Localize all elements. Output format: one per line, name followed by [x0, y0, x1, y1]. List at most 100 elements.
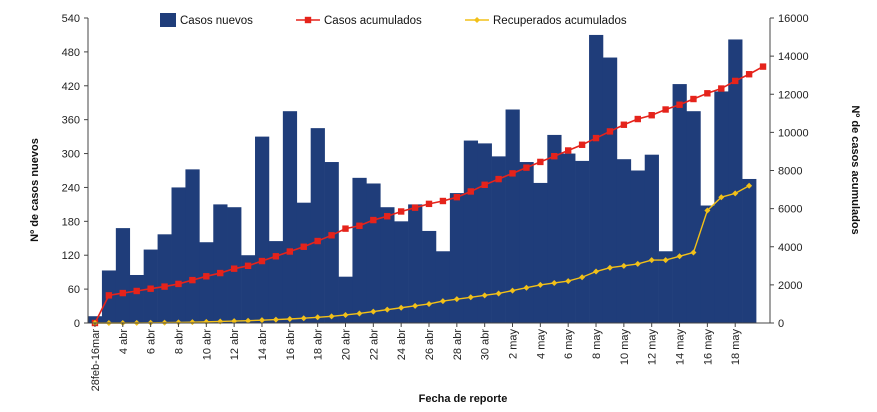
bar-37 [602, 57, 618, 323]
y-left-tick-0: 0 [74, 318, 80, 330]
point-s0-33 [551, 153, 558, 160]
point-s0-6 [175, 280, 182, 288]
bar-47 [742, 178, 757, 323]
x-tick-20: 12 may [647, 329, 659, 366]
point-s1-19 [356, 310, 363, 317]
x-tick-9: 20 abr [340, 329, 352, 361]
bar-32 [533, 182, 548, 323]
x-tick-16: 4 may [535, 329, 547, 359]
point-s1-16 [314, 314, 321, 321]
point-s1-11 [245, 317, 252, 324]
bar-27 [463, 140, 479, 323]
point-s1-28 [481, 292, 488, 299]
point-s0-5 [161, 283, 168, 290]
point-s1-40 [648, 257, 655, 264]
y-left-tick-1: 60 [68, 284, 80, 296]
bar-34 [561, 153, 576, 323]
point-s1-21 [384, 306, 391, 313]
bar-31 [519, 162, 534, 323]
x-tick-19: 10 may [619, 329, 631, 366]
bar-3 [129, 274, 144, 323]
point-s0-9 [217, 269, 224, 277]
bar-23 [408, 204, 423, 323]
bar-41 [658, 251, 673, 323]
point-s0-25 [439, 197, 447, 205]
bar-28 [477, 143, 492, 323]
point-s1-41 [662, 257, 669, 264]
x-tick-21: 14 may [675, 329, 687, 366]
point-s0-44 [704, 90, 711, 97]
bar-40 [644, 154, 659, 323]
bar-21 [380, 207, 395, 323]
point-s0-38 [620, 121, 628, 128]
legend-label-2: Recuperados acumulados [493, 15, 627, 27]
point-s0-32 [537, 158, 544, 166]
x-tick-8: 18 abr [313, 329, 325, 361]
point-s0-17 [328, 232, 335, 239]
point-s1-6 [175, 319, 182, 326]
point-s0-15 [300, 243, 307, 250]
point-s0-37 [606, 128, 614, 135]
point-s0-13 [272, 253, 280, 260]
y-axis-left-title: Nº de casos nuevos [29, 138, 41, 242]
bar-8 [199, 242, 214, 323]
y-left-tick-3: 180 [62, 216, 80, 228]
point-s1-7 [189, 319, 196, 326]
point-s1-43 [690, 249, 697, 256]
y-left-tick-8: 480 [62, 47, 80, 59]
y-right-tick-2: 4000 [778, 242, 802, 254]
x-tick-7: 16 abr [285, 329, 297, 361]
point-s1-42 [676, 253, 683, 260]
point-s0-45 [718, 85, 725, 92]
point-s0-8 [203, 273, 210, 280]
point-s0-19 [356, 222, 363, 229]
legend-swatch-0 [160, 13, 176, 27]
point-s0-39 [634, 115, 641, 123]
point-s0-28 [481, 181, 488, 188]
bar-39 [630, 170, 646, 323]
legend-marker-2 [474, 17, 480, 23]
x-tick-17: 6 may [563, 329, 575, 359]
x-tick-13: 28 abr [452, 329, 464, 361]
x-tick-6: 14 abr [257, 329, 269, 361]
y-left-tick-7: 420 [62, 81, 80, 93]
bar-20 [366, 183, 381, 323]
point-s0-46 [732, 77, 739, 85]
point-s0-14 [286, 248, 294, 255]
x-tick-15: 2 may [508, 329, 520, 359]
point-s1-27 [467, 294, 474, 301]
bar-10 [227, 207, 242, 323]
point-s1-45 [718, 194, 725, 201]
point-s1-30 [509, 287, 516, 294]
bar-18 [338, 276, 353, 323]
point-s0-43 [690, 95, 697, 103]
bar-6 [171, 187, 186, 323]
point-s0-18 [342, 225, 349, 232]
bar-42 [672, 84, 687, 323]
point-s1-22 [398, 304, 405, 311]
point-s0-30 [509, 170, 516, 177]
point-s1-34 [565, 278, 572, 285]
point-s1-47 [746, 182, 753, 189]
x-tick-5: 12 abr [229, 329, 241, 361]
point-s0-42 [676, 101, 683, 108]
bar-14 [282, 111, 298, 323]
point-s1-29 [495, 290, 502, 297]
y-right-tick-4: 8000 [778, 166, 802, 178]
point-s0-11 [244, 262, 252, 270]
x-tick-14: 30 abr [480, 329, 492, 361]
bar-46 [728, 39, 743, 324]
y-left-tick-9: 540 [62, 13, 80, 25]
point-s1-32 [537, 281, 544, 288]
x-tick-0: 28feb-16mar [90, 329, 102, 392]
x-axis-title: Fecha de reporte [419, 393, 508, 405]
point-s0-48 [759, 63, 767, 70]
point-s0-16 [314, 237, 321, 245]
point-s0-23 [411, 204, 419, 211]
point-s1-26 [453, 296, 460, 303]
y-right-tick-1: 2000 [778, 280, 802, 292]
bar-17 [324, 162, 339, 323]
point-s0-36 [592, 134, 600, 142]
point-s0-41 [662, 106, 669, 113]
